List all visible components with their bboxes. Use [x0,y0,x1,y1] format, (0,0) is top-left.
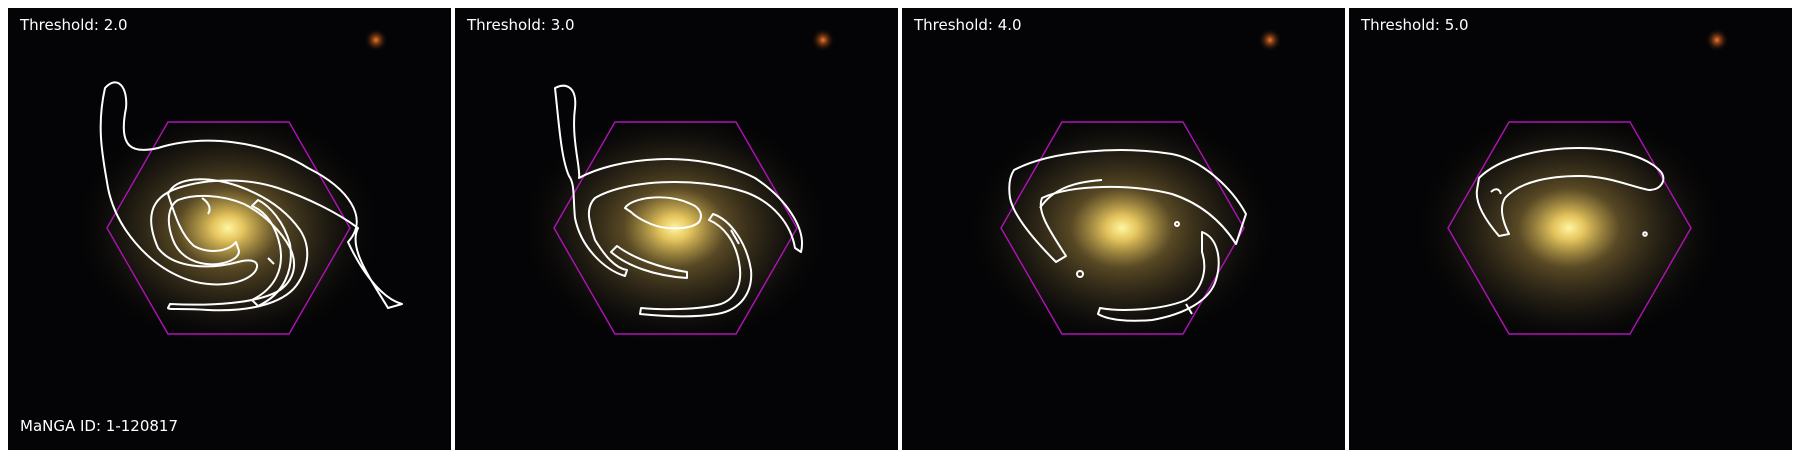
threshold-label: Threshold: 3.0 [467,16,575,34]
foreground-star [811,28,835,52]
foreground-star [364,28,388,52]
ifu-hexagon [106,121,351,335]
threshold-label: Threshold: 5.0 [1361,16,1469,34]
galaxy-glow [962,103,1282,353]
threshold-label: Threshold: 2.0 [20,16,128,34]
galaxy-image [455,8,898,450]
manga-id-label: MaNGA ID: 1-120817 [20,417,179,435]
galaxy-image [1349,8,1792,450]
contour-set [554,84,803,318]
foreground-star [1705,28,1729,52]
threshold-label: Threshold: 4.0 [914,16,1022,34]
contour-set [1475,147,1665,237]
galaxy-image [902,8,1345,450]
ifu-hexagon [1000,121,1245,335]
panel-threshold-4: Threshold: 4.0 [902,8,1345,450]
ifu-hexagon [553,121,798,335]
panel-threshold-3: Threshold: 3.0 [455,8,898,450]
contour-set [1008,149,1247,322]
panel-threshold-2: Threshold: 2.0 MaNGA ID: 1-120817 [8,8,451,450]
contour-set [99,81,403,312]
galaxy-glow [68,103,388,353]
panel-threshold-5: Threshold: 5.0 [1349,8,1792,450]
ifu-hexagon [1447,121,1692,335]
foreground-star [1258,28,1282,52]
galaxy-glow [1409,103,1729,353]
galaxy-image [8,8,451,450]
